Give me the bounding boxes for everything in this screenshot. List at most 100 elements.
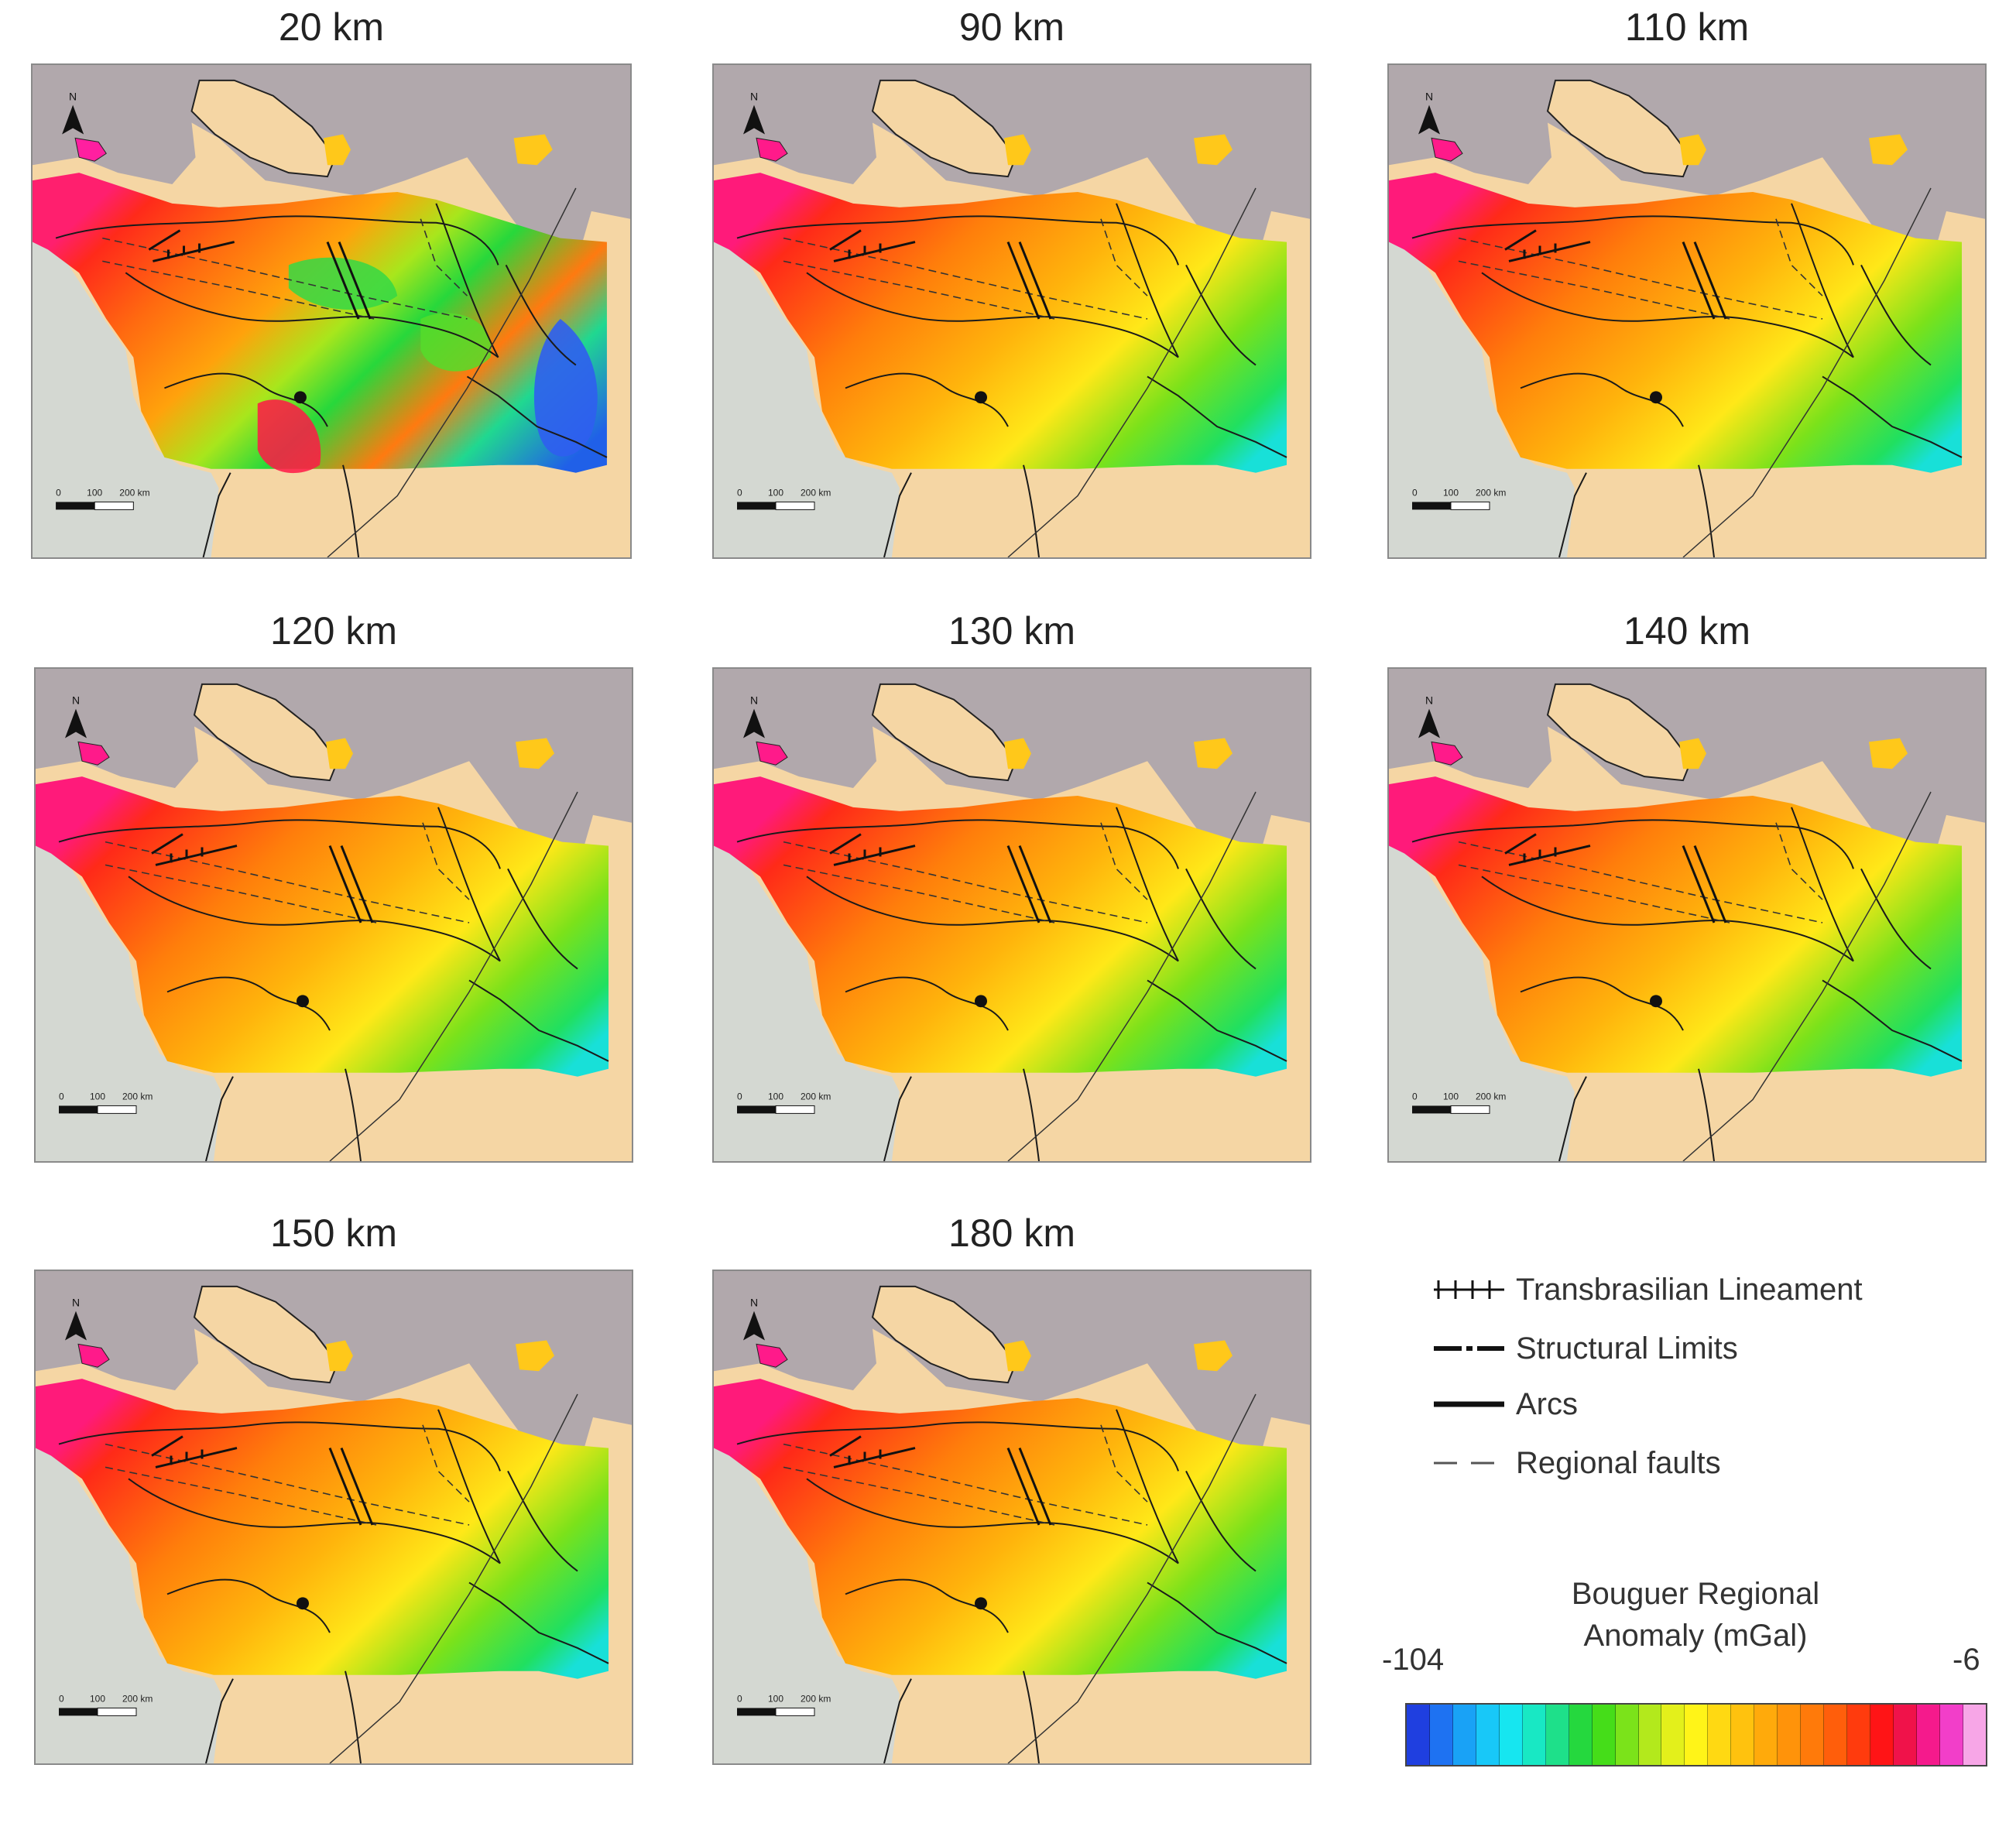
colorbar [1405, 1703, 1987, 1766]
map-panel-150km: 150 km N [34, 1206, 633, 1796]
colorbar-cell [1916, 1705, 1940, 1765]
map-panel-20km: 20 km [31, 0, 632, 565]
colorbar-cell [1429, 1705, 1453, 1765]
colorbar-cell [1870, 1705, 1894, 1765]
scale-bar: 0 100 200 km [59, 1694, 153, 1716]
relief-basemap [1389, 238, 1575, 557]
panel-title: 90 km [958, 5, 1065, 49]
anomaly-surface [33, 173, 607, 473]
colorbar-cell [1522, 1705, 1546, 1765]
city-marker [1650, 995, 1662, 1008]
scale-bar: 0 100 200 km [737, 488, 831, 510]
dashed-line-icon [1434, 1461, 1504, 1465]
anomaly-surface [714, 776, 1287, 1077]
svg-text:N: N [1425, 694, 1433, 707]
city-marker [297, 995, 309, 1008]
peninsula-land [193, 1285, 339, 1384]
relief-basemap [1389, 841, 1575, 1161]
colorbar-cell [1638, 1705, 1662, 1765]
north-arrow-icon: N [65, 1297, 87, 1341]
colorbar-cell [1939, 1705, 1963, 1765]
svg-text:0: 0 [737, 1694, 742, 1705]
svg-text:0: 0 [56, 488, 61, 499]
svg-text:N: N [72, 1297, 80, 1309]
north-arrow-icon: N [1418, 694, 1440, 738]
svg-text:100: 100 [1443, 1091, 1459, 1102]
map-canvas: N 0 100 200 km [36, 1271, 632, 1763]
legend-item-regional-faults: Regional faults [1432, 1440, 1990, 1486]
svg-text:0: 0 [59, 1694, 64, 1705]
svg-text:100: 100 [90, 1694, 105, 1705]
svg-text:200 km: 200 km [119, 488, 149, 499]
colorbar-title-line1: Bouguer Regional [1571, 1577, 1820, 1611]
city-marker [975, 995, 987, 1008]
map-panel-120km: 120 km N [34, 604, 633, 1169]
cross-hatched-line-icon [1434, 1280, 1504, 1299]
scale-bar: 0 100 200 km [59, 1091, 153, 1114]
svg-text:N: N [69, 91, 77, 103]
relief-basemap [36, 1444, 221, 1763]
panel-title: 150 km [270, 1211, 397, 1255]
colorbar-cell [1801, 1705, 1825, 1765]
svg-text:100: 100 [87, 488, 102, 499]
peninsula-land [871, 79, 1017, 178]
north-arrow-icon: N [743, 91, 765, 135]
colorbar-cell [1824, 1705, 1848, 1765]
map-canvas: N 0 100 200 km [33, 65, 630, 557]
svg-text:200 km: 200 km [122, 1091, 153, 1102]
svg-text:N: N [750, 91, 758, 103]
city-marker [297, 1597, 309, 1610]
map-canvas: N 0 100 200 km [714, 669, 1310, 1161]
colorbar-cell [1847, 1705, 1871, 1765]
svg-text:200 km: 200 km [1476, 1091, 1506, 1102]
scale-bar: 0 100 200 km [737, 1091, 831, 1114]
map-canvas: N 0 100 200 km [714, 1271, 1310, 1763]
svg-text:100: 100 [90, 1091, 105, 1102]
anomaly-map: N 0 100 200 km [31, 63, 632, 559]
peninsula-land [871, 1285, 1017, 1384]
north-arrow-icon: N [1418, 91, 1440, 135]
colorbar-title: Bouguer Regional Anomaly (mGal) [1479, 1573, 1912, 1657]
colorbar-cell [1452, 1705, 1476, 1765]
colorbar-cell [1592, 1705, 1616, 1765]
panel-title: 140 km [1623, 609, 1750, 653]
colorbar-cell [1615, 1705, 1639, 1765]
svg-text:200 km: 200 km [122, 1694, 153, 1705]
anomaly-surface [714, 173, 1287, 473]
svg-text:200 km: 200 km [801, 1091, 831, 1102]
legend-item-structural-limits: Structural Limits [1432, 1325, 1990, 1372]
colorbar-cell [1545, 1705, 1569, 1765]
map-canvas: N 0 100 200 km [1389, 669, 1985, 1161]
thick-line-icon [1434, 1401, 1504, 1407]
svg-text:N: N [750, 694, 758, 707]
peninsula-land [193, 683, 339, 782]
svg-text:N: N [72, 694, 80, 707]
scale-bar: 0 100 200 km [1412, 1091, 1506, 1114]
map-canvas: N 0 100 200 km [1389, 65, 1985, 557]
panel-title: 110 km [1624, 5, 1750, 49]
colorbar-cell [1894, 1705, 1917, 1765]
svg-text:200 km: 200 km [801, 488, 831, 499]
colorbar-cell [1731, 1705, 1755, 1765]
scale-bar: 0 100 200 km [1412, 488, 1506, 510]
map-canvas: N 0 100 200 km [36, 669, 632, 1161]
colorbar-cell [1476, 1705, 1500, 1765]
legend-label: Arcs [1516, 1387, 1578, 1421]
dash-dot-line-icon [1434, 1346, 1504, 1351]
peninsula-land [190, 79, 337, 178]
map-canvas: N 0 100 200 km [714, 65, 1310, 557]
panel-title: 120 km [270, 609, 397, 653]
colorbar-cell [1778, 1705, 1802, 1765]
svg-text:N: N [1425, 91, 1433, 103]
north-arrow-icon: N [743, 1297, 765, 1341]
colorbar-title-line2: Anomaly (mGal) [1583, 1619, 1808, 1653]
peninsula-land [1546, 79, 1692, 178]
svg-text:0: 0 [737, 488, 742, 499]
city-marker [975, 391, 987, 404]
legend-label: Transbrasilian Lineament [1516, 1273, 1863, 1307]
svg-text:200 km: 200 km [1476, 488, 1506, 499]
svg-text:100: 100 [1443, 488, 1459, 499]
relief-basemap [714, 1444, 900, 1763]
relief-basemap [36, 841, 221, 1161]
map-panel-90km: 90 km N [712, 0, 1311, 565]
